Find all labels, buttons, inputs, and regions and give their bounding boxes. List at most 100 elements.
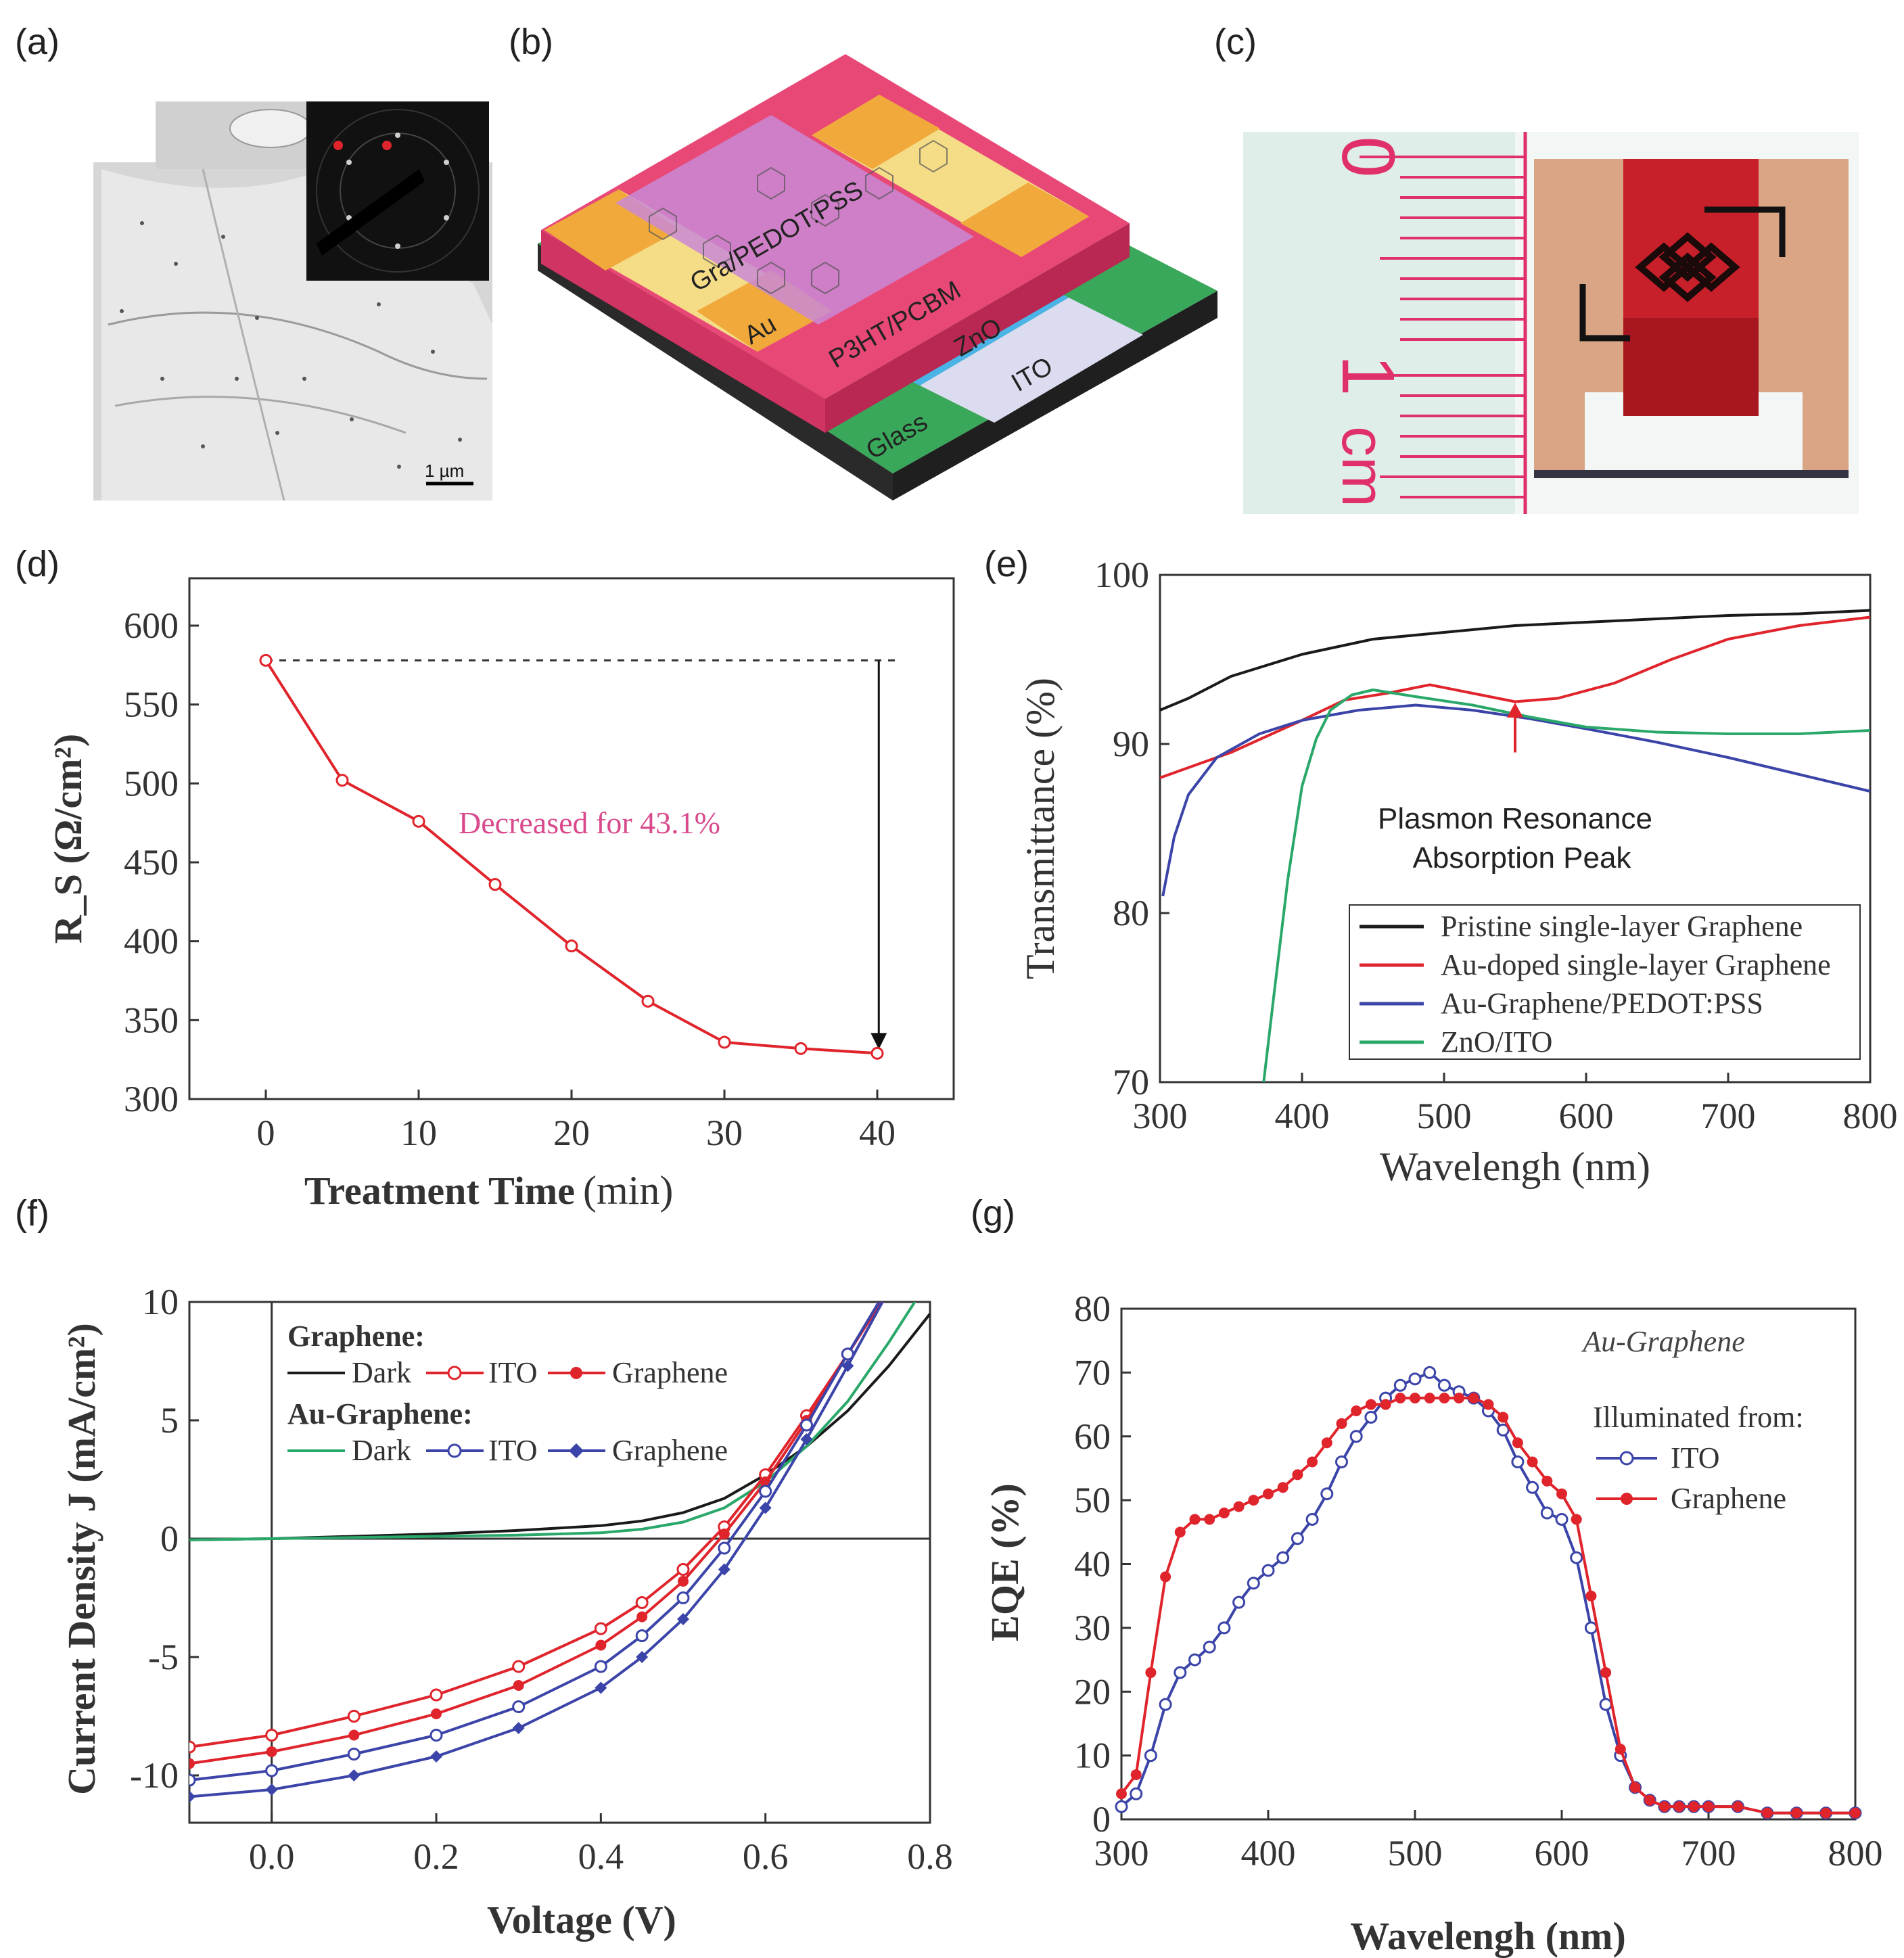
data-point-g-ito-26 — [1496, 1423, 1510, 1437]
y-axis-label-f: Current Density J (mA/cm²) — [60, 1323, 103, 1795]
data-point-g-graphene-14 — [1321, 1437, 1332, 1449]
data-point-g-graphene-11 — [1277, 1482, 1288, 1493]
data-point-f-graphene-graphene-4 — [513, 1680, 524, 1691]
data-point-g-ito-20 — [1408, 1372, 1422, 1386]
plot-frame-g — [1120, 1307, 1857, 1821]
data-point-f-graphene-graphene-6 — [636, 1611, 648, 1623]
data-point-f-au-graphene-graphene-8 — [718, 1563, 730, 1576]
data-point-d-rs-2 — [412, 814, 425, 828]
series-line-e-au-doped-single-layer-graphene — [1159, 615, 1871, 779]
legend-label-znoito: ZnO/ITO — [1441, 1025, 1552, 1058]
data-point-g-graphene-34 — [1615, 1744, 1626, 1755]
data-point-d-rs-6 — [718, 1035, 731, 1049]
x-tick-label-f-3: 0.6 — [743, 1836, 789, 1877]
data-point-f-au-graphene-graphene-4 — [512, 1722, 525, 1734]
data-point-g-ito-10 — [1261, 1564, 1275, 1577]
data-point-f-graphene-graphene-8 — [718, 1529, 730, 1539]
data-point-g-ito-11 — [1276, 1551, 1290, 1564]
data-point-g-ito-12 — [1291, 1532, 1304, 1545]
data-point-f-au-graphene-ito-10 — [800, 1418, 813, 1432]
panel-label-c: (c) — [1214, 22, 1257, 62]
data-point-g-graphene-18 — [1380, 1399, 1391, 1410]
data-point-d-rs-1 — [335, 774, 349, 787]
data-point-f-au-graphene-graphene-10 — [800, 1433, 813, 1445]
data-point-g-graphene-21 — [1424, 1393, 1435, 1404]
data-point-g-graphene-30 — [1556, 1488, 1567, 1499]
data-point-g-graphene-7 — [1218, 1508, 1230, 1518]
data-point-g-ito-15 — [1335, 1455, 1348, 1468]
data-point-f-graphene-ito-7 — [676, 1563, 690, 1576]
data-point-f-graphene-graphene-3 — [431, 1708, 442, 1719]
legend-label-audoped: Au-doped single-layer Graphene — [1441, 948, 1831, 981]
data-point-g-ito-22 — [1437, 1378, 1451, 1392]
y-tick-label-e-3: 100 — [1094, 555, 1149, 595]
data-point-g-graphene-38 — [1673, 1801, 1685, 1813]
data-point-g-graphene-27 — [1512, 1437, 1523, 1449]
data-point-f-graphene-ito-4 — [512, 1660, 526, 1673]
data-point-f-au-graphene-ito-7 — [676, 1591, 690, 1604]
data-point-g-graphene-20 — [1410, 1393, 1420, 1404]
data-point-g-ito-29 — [1540, 1506, 1554, 1520]
x-tick-label-e-5: 800 — [1843, 1096, 1898, 1136]
y-tick-label-g-2: 20 — [1074, 1671, 1111, 1712]
legend-label-pedot: Au-Graphene/PEDOT:PSS — [1441, 987, 1763, 1020]
data-point-d-rs-7 — [794, 1042, 808, 1055]
y-tick-label-g-0: 0 — [1092, 1799, 1111, 1840]
legend-marker-graphene-graphene — [570, 1367, 582, 1379]
y-tick-label-g-1: 10 — [1074, 1735, 1111, 1776]
data-point-g-graphene-1 — [1130, 1769, 1142, 1780]
data-point-g-graphene-42 — [1761, 1807, 1773, 1819]
legend-group-au-graphene: Au-Graphene: — [287, 1397, 473, 1430]
legend-marker-graphene-g — [1621, 1493, 1633, 1505]
chart-f: Voltage (V) Current Density J (mA/cm²) G… — [60, 1282, 953, 1942]
legend-label-graphene-ito: ITO — [488, 1356, 538, 1389]
data-point-d-rs-4 — [565, 939, 578, 953]
legend-title-g: Illuminated from: — [1593, 1401, 1804, 1434]
data-point-f-au-graphene-ito-8 — [718, 1541, 731, 1555]
chart-d: Decreased for 43.1% Treatment Time (min)… — [46, 577, 955, 1213]
tem-micrograph: 1 µm — [93, 101, 492, 501]
data-point-d-rs-3 — [488, 878, 502, 891]
y-tick-label-g-4: 40 — [1074, 1544, 1111, 1585]
y-tick-label-d-1: 350 — [124, 1000, 179, 1040]
data-point-g-ito-14 — [1320, 1487, 1334, 1501]
y-tick-label-g-3: 30 — [1074, 1608, 1111, 1648]
y-tick-label-e-0: 70 — [1113, 1062, 1149, 1102]
data-point-f-au-graphene-graphene-0 — [189, 1790, 195, 1803]
data-point-g-ito-31 — [1570, 1551, 1583, 1564]
data-point-f-au-graphene-ito-0 — [189, 1773, 196, 1787]
series-line-e-au-graphene-pedot-pss — [1161, 703, 1871, 897]
panel-label-d: (d) — [15, 544, 60, 584]
device-photo: 0 1 cm — [1243, 132, 1859, 514]
data-point-g-graphene-31 — [1571, 1514, 1582, 1525]
data-point-g-ito-7 — [1217, 1621, 1231, 1635]
data-point-f-au-graphene-ito-1 — [265, 1764, 279, 1777]
plasmon-annotation-line2: Absorption Peak — [1413, 841, 1632, 875]
device-schematic: Gra/PEDOT:PSS P3HT/PCBM Au ZnO ITO Glass — [538, 54, 1217, 500]
data-point-f-au-graphene-ito-9 — [759, 1485, 772, 1498]
data-point-g-graphene-19 — [1395, 1393, 1406, 1404]
series-line-f-au-graphene-dark — [189, 1302, 916, 1541]
legend-marker-ito-g — [1619, 1451, 1634, 1466]
y-tick-label-d-3: 450 — [124, 842, 179, 883]
legend-label-au-graphene: Graphene — [612, 1434, 728, 1467]
data-point-g-graphene-39 — [1688, 1801, 1700, 1813]
data-point-g-graphene-4 — [1174, 1526, 1186, 1538]
legend-label-graphene-g: Graphene — [1671, 1482, 1786, 1515]
data-point-g-ito-30 — [1555, 1512, 1569, 1526]
data-point-f-au-graphene-graphene-5 — [595, 1681, 607, 1694]
data-point-g-ito-5 — [1188, 1653, 1201, 1666]
ruler-one: 1 — [1326, 354, 1410, 396]
series-line-f-graphene-graphene — [189, 1302, 883, 1765]
plasmon-arrow-head — [1507, 703, 1523, 718]
x-axis-label-d: Treatment Time — [304, 1169, 575, 1213]
data-point-g-graphene-41 — [1732, 1801, 1744, 1813]
data-point-f-au-graphene-graphene-3 — [430, 1750, 442, 1763]
data-point-f-au-graphene-graphene-1 — [265, 1784, 278, 1796]
ruler-zero: 0 — [1326, 136, 1410, 177]
legend-label-graphene-dark: Dark — [352, 1356, 411, 1389]
y-tick-label-f-4: 10 — [142, 1282, 179, 1322]
x-tick-label-g-4: 700 — [1681, 1833, 1736, 1873]
x-axis-label-f: Voltage (V) — [487, 1898, 676, 1942]
